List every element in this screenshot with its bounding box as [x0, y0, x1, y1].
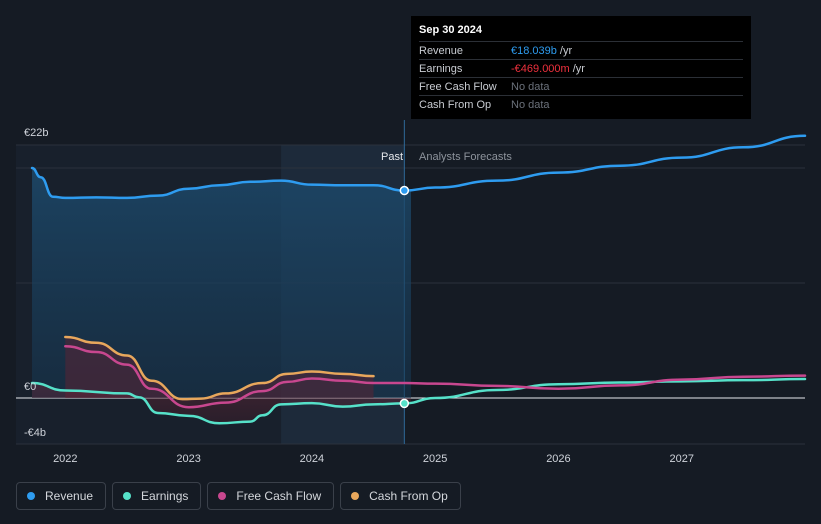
- tooltip-value: No data: [511, 98, 550, 111]
- y-tick-label-bottom: -€4b: [24, 427, 46, 439]
- legend-item-earnings[interactable]: Earnings: [112, 482, 202, 510]
- legend-label: Earnings: [141, 489, 189, 503]
- x-tick-label: 2026: [546, 453, 570, 465]
- tooltip-label: Revenue: [419, 44, 464, 57]
- tooltip-label: Cash From Op: [419, 98, 492, 111]
- legend: Revenue Earnings Free Cash Flow Cash Fro…: [16, 482, 461, 510]
- tooltip-value: -€469.000m: [511, 62, 570, 75]
- revenue-line: [30, 134, 807, 200]
- x-tick-label: 2024: [300, 453, 324, 465]
- legend-label: Cash From Op: [369, 489, 448, 503]
- tooltip-row-revenue: Revenue €18.039b /yr: [419, 41, 743, 59]
- free-cash-flow-line: [64, 345, 807, 409]
- x-tick-label: 2022: [53, 453, 77, 465]
- y-tick-label-zero: €0: [24, 381, 36, 393]
- earnings-dot-icon: [123, 492, 132, 500]
- x-tick-label: 2025: [423, 453, 447, 465]
- revenue-area: [32, 168, 411, 398]
- tooltip-value: No data: [511, 80, 550, 93]
- earnings-point: [399, 398, 410, 409]
- cash-from-op-dot-icon: [351, 492, 360, 500]
- tooltip-label: Earnings: [419, 62, 463, 75]
- legend-item-revenue[interactable]: Revenue: [16, 482, 107, 510]
- past-label: Past: [381, 151, 403, 163]
- forecast-label: Analysts Forecasts: [419, 151, 512, 163]
- tooltip-unit: /yr: [559, 44, 573, 57]
- legend-item-free-cash-flow[interactable]: Free Cash Flow: [207, 482, 335, 510]
- y-tick-label-top: €22b: [24, 127, 48, 139]
- tooltip-label: Free Cash Flow: [419, 80, 497, 93]
- free-cash-flow-dot-icon: [218, 492, 227, 500]
- legend-label: Revenue: [45, 489, 94, 503]
- revenue-point: [399, 185, 410, 196]
- cash-from-op-line: [64, 335, 375, 401]
- x-tick-label: 2027: [669, 453, 693, 465]
- tooltip-value: €18.039b: [511, 44, 557, 57]
- earnings-line: [30, 377, 807, 425]
- tooltip-row-cash-from-op: Cash From Op No data: [419, 95, 743, 113]
- tooltip-row-free-cash-flow: Free Cash Flow No data: [419, 77, 743, 95]
- legend-item-cash-from-op[interactable]: Cash From Op: [340, 482, 461, 510]
- tooltip-date: Sep 30 2024: [419, 24, 482, 36]
- tooltip-row-earnings: Earnings -€469.000m /yr: [419, 59, 743, 77]
- revenue-dot-icon: [27, 492, 35, 500]
- tooltip: Sep 30 2024 Revenue €18.039b /yr Earning…: [411, 16, 751, 119]
- legend-label: Free Cash Flow: [236, 489, 322, 503]
- x-tick-label: 2023: [176, 453, 200, 465]
- tooltip-unit: /yr: [572, 62, 585, 75]
